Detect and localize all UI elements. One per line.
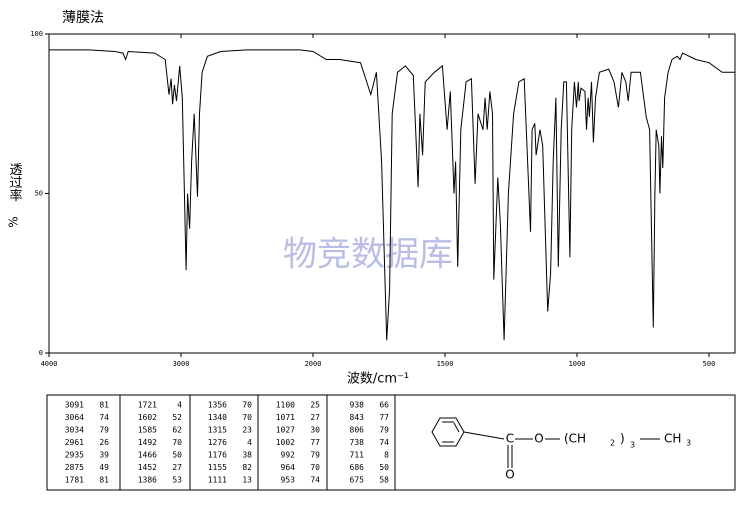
peak-wavenumber: 2875 <box>65 463 84 472</box>
peak-wavenumber: 938 <box>350 401 365 410</box>
peak-transmittance: 27 <box>172 463 182 472</box>
peak-wavenumber: 1452 <box>138 463 157 472</box>
y-tick-label: 0 <box>39 349 43 357</box>
peak-wavenumber: 1585 <box>138 426 157 435</box>
y-tick-label: 50 <box>35 190 43 198</box>
peak-wavenumber: 843 <box>350 413 365 422</box>
peak-transmittance: 66 <box>379 401 389 410</box>
peak-wavenumber: 992 <box>281 451 296 460</box>
peak-wavenumber: 1276 <box>208 438 227 447</box>
peak-transmittance: 25 <box>310 401 320 410</box>
peak-wavenumber: 711 <box>350 451 365 460</box>
peak-wavenumber: 1111 <box>208 476 227 485</box>
peak-transmittance: 38 <box>242 451 252 460</box>
peak-transmittance: 79 <box>310 451 320 460</box>
peak-transmittance: 52 <box>172 413 182 422</box>
peak-wavenumber: 1340 <box>208 413 227 422</box>
peak-wavenumber: 1492 <box>138 438 157 447</box>
peak-wavenumber: 3064 <box>65 413 84 422</box>
x-label: 波数/cm⁻¹ <box>347 372 409 387</box>
peak-transmittance: 74 <box>310 476 320 485</box>
peak-transmittance: 70 <box>242 413 252 422</box>
chart-title: 薄膜法 <box>62 10 104 26</box>
peak-transmittance: 27 <box>310 413 320 422</box>
benzene-ring <box>431 417 660 468</box>
peak-transmittance: 4 <box>247 438 252 447</box>
x-tick-label: 2000 <box>305 360 322 368</box>
peak-transmittance: 81 <box>99 401 109 410</box>
peak-transmittance: 26 <box>99 438 109 447</box>
struct-group: (CH <box>564 432 586 446</box>
peak-transmittance: 30 <box>310 426 320 435</box>
peak-transmittance: 70 <box>310 463 320 472</box>
struct-sub: 2 <box>610 439 615 448</box>
peak-wavenumber: 964 <box>281 463 296 472</box>
peak-wavenumber: 1315 <box>208 426 227 435</box>
x-tick-label: 500 <box>703 360 716 368</box>
peak-transmittance: 4 <box>177 401 182 410</box>
struct-c: C <box>506 432 514 446</box>
watermark: 物竞数据库 <box>283 235 453 275</box>
peak-transmittance: 50 <box>379 463 389 472</box>
peak-transmittance: 8 <box>384 451 389 460</box>
peak-wavenumber: 1071 <box>276 413 295 422</box>
peak-transmittance: 62 <box>172 426 182 435</box>
peak-transmittance: 50 <box>172 451 182 460</box>
peak-transmittance: 39 <box>99 451 109 460</box>
peak-wavenumber: 953 <box>281 476 296 485</box>
peak-transmittance: 70 <box>172 438 182 447</box>
peak-wavenumber: 806 <box>350 426 365 435</box>
peak-wavenumber: 3034 <box>65 426 84 435</box>
peak-transmittance: 74 <box>99 413 109 422</box>
peak-wavenumber: 1002 <box>276 438 295 447</box>
peak-transmittance: 79 <box>99 426 109 435</box>
peak-wavenumber: 738 <box>350 438 365 447</box>
peak-transmittance: 58 <box>379 476 389 485</box>
peak-wavenumber: 1356 <box>208 401 227 410</box>
peak-wavenumber: 675 <box>350 476 365 485</box>
table-frame <box>46 394 736 491</box>
peak-transmittance: 81 <box>99 476 109 485</box>
y-unit: % <box>7 216 21 227</box>
struct-close: ) <box>620 432 625 446</box>
peak-wavenumber: 1100 <box>276 401 295 410</box>
peak-wavenumber: 686 <box>350 463 365 472</box>
peak-transmittance: 49 <box>99 463 109 472</box>
peak-transmittance: 77 <box>310 438 320 447</box>
peak-transmittance: 13 <box>242 476 252 485</box>
peak-wavenumber: 1155 <box>208 463 227 472</box>
peak-wavenumber: 1386 <box>138 476 157 485</box>
x-tick-label: 3000 <box>173 360 190 368</box>
peak-transmittance: 23 <box>242 426 252 435</box>
y-tick-label: 100 <box>30 30 43 38</box>
struct-o: O <box>534 432 543 446</box>
peak-wavenumber: 1027 <box>276 426 295 435</box>
x-tick-label: 1500 <box>437 360 454 368</box>
spectrum-line <box>49 49 736 341</box>
struct-end: CH <box>664 432 681 446</box>
plot-frame <box>48 33 736 354</box>
struct-repeat: 3 <box>630 441 635 450</box>
peak-wavenumber: 1602 <box>138 413 157 422</box>
struct-o2: O <box>505 468 514 482</box>
peak-wavenumber: 3091 <box>65 401 84 410</box>
peak-wavenumber: 1721 <box>138 401 157 410</box>
y-label: 透过率 <box>7 163 23 202</box>
peak-transmittance: 82 <box>242 463 252 472</box>
peak-wavenumber: 2961 <box>65 438 84 447</box>
peak-transmittance: 79 <box>379 426 389 435</box>
peak-transmittance: 77 <box>379 413 389 422</box>
peak-transmittance: 53 <box>172 476 182 485</box>
peak-wavenumber: 1781 <box>65 476 84 485</box>
peak-wavenumber: 1176 <box>208 451 227 460</box>
peak-wavenumber: 2935 <box>65 451 84 460</box>
peak-transmittance: 70 <box>242 401 252 410</box>
x-tick-label: 4000 <box>41 360 58 368</box>
peak-wavenumber: 1466 <box>138 451 157 460</box>
peak-transmittance: 74 <box>379 438 389 447</box>
struct-end-sub: 3 <box>686 439 691 448</box>
x-tick-label: 1000 <box>569 360 586 368</box>
